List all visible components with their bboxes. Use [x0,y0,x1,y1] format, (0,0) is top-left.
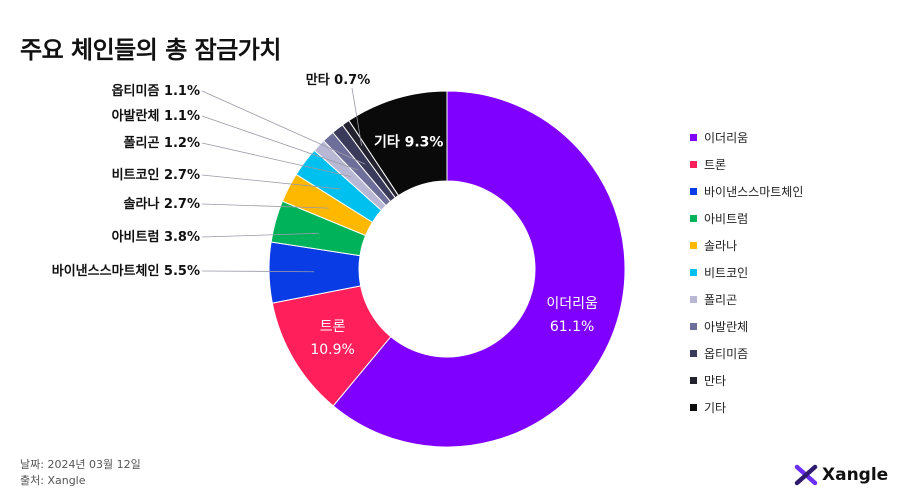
brand-logo: Xangle [794,464,888,486]
legend-swatch [690,350,697,357]
leader-line-폴리곤 [201,142,352,178]
legend-item-비트코인: 비트코인 [690,259,803,286]
legend-label: 기타 [704,401,727,415]
legend-label: 만타 [704,374,727,388]
pie-slice-기타 [348,90,448,197]
leader-line-솔라나 [201,203,329,209]
legend-swatch [690,134,697,141]
slice-label-옵티미즘: 옵티미즘 1.1% [112,83,200,99]
page-title: 주요 체인들의 총 잠금가치 [20,36,281,64]
legend-label: 비트코인 [704,266,749,280]
slice-label-name-이더리움: 이더리움 [546,296,598,312]
legend-swatch [690,377,697,384]
legend-swatch [690,323,697,330]
legend-item-폴리곤: 폴리곤 [690,286,803,313]
legend-item-만타: 만타 [690,367,803,394]
legend-label: 아비트럼 [704,212,749,226]
legend-swatch [690,404,697,411]
slice-label-value-트론: 10.9% [310,342,354,358]
slice-label-아비트럼: 아비트럼 3.8% [112,229,200,245]
leader-line-만타 [351,87,362,146]
chart-footer: 날짜: 2024년 03월 12일 출처: Xangle [20,457,141,489]
slice-label-아발란체: 아발란체 1.1% [112,108,200,124]
slice-label-솔라나: 솔라나 2.7% [124,196,200,212]
legend-swatch [690,188,697,195]
legend-label: 옵티미즘 [704,347,749,361]
leader-line-비트코인 [201,174,341,190]
slice-label-바이낸스스마트체인: 바이낸스스마트체인 5.5% [52,263,200,279]
legend-item-바이낸스스마트체인: 바이낸스스마트체인 [690,178,803,205]
legend-label: 폴리곤 [704,293,738,307]
legend-swatch [690,242,697,249]
date-note: 날짜: 2024년 03월 12일 [20,458,141,471]
legend-label: 아발란체 [704,320,749,334]
slice-label-value-이더리움: 61.1% [550,319,594,335]
legend-item-옵티미즘: 옵티미즘 [690,340,803,367]
legend-label: 바이낸스스마트체인 [704,185,804,199]
leader-line-아발란체 [201,115,359,171]
slice-label-비트코인: 비트코인 2.7% [112,167,200,183]
leader-line-옵티미즘 [201,90,366,165]
source-note: 출처: Xangle [20,474,86,487]
legend-item-아발란체: 아발란체 [690,313,803,340]
slice-label-폴리곤: 폴리곤 1.2% [124,135,200,151]
legend-item-솔라나: 솔라나 [690,232,803,259]
legend-swatch [690,161,697,168]
leader-line-아비트럼 [201,232,319,238]
legend-item-트론: 트론 [690,151,803,178]
brand-name: Xangle [822,465,889,485]
slice-label-만타: 만타 0.7% [306,72,371,88]
pie-slice-이더리움 [332,90,626,448]
legend-label: 트론 [704,158,727,172]
leader-line-바이낸스스마트체인 [201,270,315,273]
slice-label-name-트론: 트론 [320,319,346,335]
legend-swatch [690,269,697,276]
legend-item-이더리움: 이더리움 [690,124,803,151]
xangle-logo-icon [794,464,818,486]
slice-label-기타: 기타 9.3% [374,135,443,151]
legend-swatch [690,215,697,222]
legend-item-기타: 기타 [690,394,803,421]
legend-swatch [690,296,697,303]
legend-label: 이더리움 [704,131,749,145]
legend-label: 솔라나 [704,239,738,253]
legend-item-아비트럼: 아비트럼 [690,205,803,232]
